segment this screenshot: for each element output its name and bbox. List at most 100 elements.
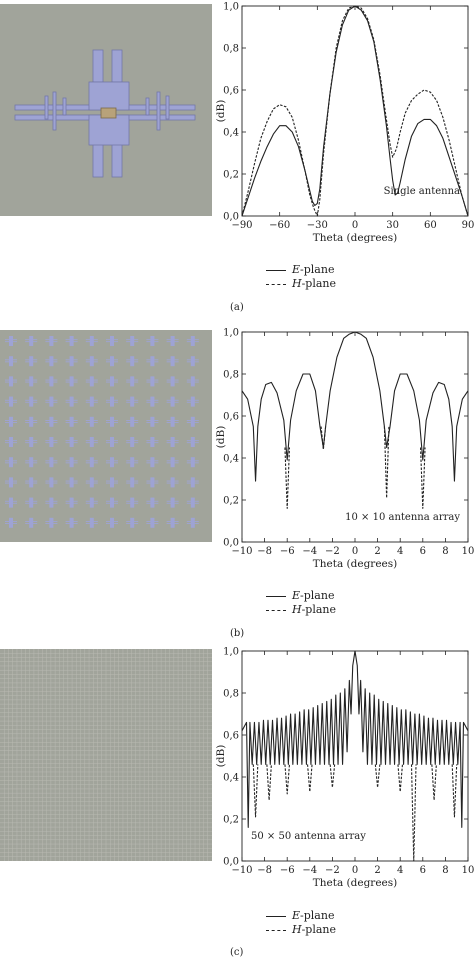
- y-tick-label: 0,0: [223, 857, 239, 868]
- y-axis-label: (dB): [215, 100, 227, 123]
- x-tick-label: 0: [352, 220, 358, 231]
- y-tick-label: 0,6: [223, 731, 239, 742]
- series-h-plane: [241, 5, 469, 217]
- series-h-plane: [284, 426, 426, 509]
- x-tick-label: 10: [462, 865, 474, 876]
- y-tick-label: 0,4: [223, 128, 239, 139]
- legend-h-rest: -plane: [301, 277, 337, 290]
- x-tick-label: −10: [231, 865, 252, 876]
- radiation-pattern-chart-10x10: −10 −8 −6 −4 −2 0 2 4 6 8 10 0,0 0,2 0,4 0,6 0,8 1,0 Thet…: [215, 328, 474, 571]
- series-h-plane: [252, 764, 458, 862]
- legend-h-rest: -plane: [301, 603, 337, 616]
- legend-item-e-plane: E-plane: [266, 909, 336, 923]
- y-tick-label: 0,2: [223, 815, 239, 826]
- array-50x50-layout-image: [0, 649, 212, 861]
- x-tick-label: 6: [420, 865, 426, 876]
- x-tick-label: −10: [231, 546, 252, 557]
- y-tick-label: 0,6: [223, 86, 239, 97]
- x-tick-label: 10: [462, 546, 474, 557]
- legend-item-e-plane: E-plane: [266, 589, 336, 603]
- array-10x10-layout-image: [0, 330, 212, 542]
- solid-line-icon: [266, 595, 286, 597]
- y-tick-label: 1,0: [223, 328, 239, 339]
- x-tick-label: −6: [280, 546, 295, 557]
- x-tick-label: 0: [352, 865, 358, 876]
- legend-h-letter: H: [292, 923, 302, 936]
- x-tick-label: 90: [462, 220, 474, 231]
- y-tick-label: 0,8: [223, 44, 239, 55]
- y-tick-label: 0,6: [223, 412, 239, 423]
- legend-e-letter: E: [292, 589, 301, 602]
- chart-annotation: 10 × 10 antenna array: [345, 512, 460, 523]
- x-tick-label: −60: [269, 220, 290, 231]
- x-tick-label: 4: [397, 546, 403, 557]
- plot-frame: [241, 331, 469, 543]
- solid-line-icon: [266, 915, 286, 917]
- y-tick-label: 1,0: [223, 2, 239, 13]
- legend-c: E-plane H-plane: [266, 909, 336, 937]
- x-tick-label: 8: [442, 546, 448, 557]
- x-tick-label: 0: [352, 546, 358, 557]
- series-e-plane: [241, 650, 469, 828]
- y-tick-label: 0,4: [223, 773, 239, 784]
- dashed-line-icon: [266, 929, 286, 931]
- y-tick-label: 0,0: [223, 538, 239, 549]
- panel-b: −10 −8 −6 −4 −2 0 2 4 6 8 10 0,0 0,2 0,4 0,6 0,8 1,0 Thet…: [0, 326, 474, 644]
- x-tick-label: −2: [325, 546, 340, 557]
- legend-e-rest: -plane: [300, 589, 335, 602]
- radiation-pattern-chart-50x50: −10 −8 −6 −4 −2 0 2 4 6 8 10 0,0 0,2 0,4 0,6 0,8 1,0 Thet…: [215, 647, 474, 890]
- caption-c: (c): [230, 947, 244, 958]
- legend-e-letter: E: [292, 909, 301, 922]
- plot-frame: [241, 650, 469, 862]
- radiation-pattern-chart-single: −90 −60 −30 0 30 60 90 0,0 0,2 0,4 0,6 0,8 1,0 Theta …: [215, 2, 474, 245]
- legend-e-letter: E: [292, 263, 301, 276]
- x-tick-label: −90: [231, 220, 252, 231]
- legend-item-h-plane: H-plane: [266, 277, 336, 291]
- y-tick-label: 0,0: [223, 212, 239, 223]
- legend-item-h-plane: H-plane: [266, 603, 336, 617]
- y-tick-label: 0,8: [223, 689, 239, 700]
- solid-line-icon: [266, 269, 286, 271]
- x-tick-label: −8: [257, 546, 272, 557]
- legend-item-h-plane: H-plane: [266, 923, 336, 937]
- y-axis-label: (dB): [215, 426, 227, 449]
- y-tick-label: 1,0: [223, 647, 239, 658]
- caption-a: (a): [230, 302, 244, 313]
- series-e-plane: [241, 331, 469, 482]
- series-e-plane: [241, 5, 469, 217]
- x-tick-label: −30: [307, 220, 328, 231]
- x-tick-label: 2: [374, 546, 380, 557]
- plot-frame: [241, 5, 469, 217]
- y-tick-label: 0,2: [223, 170, 239, 181]
- x-axis-label: Theta (degrees): [313, 877, 397, 889]
- panel-c: −10 −8 −6 −4 −2 0 2 4 6 8 10 0,0 0,2 0,4 0,6 0,8 1,0 Thet…: [0, 645, 474, 963]
- x-tick-label: 60: [424, 220, 437, 231]
- y-tick-label: 0,8: [223, 370, 239, 381]
- y-tick-label: 0,2: [223, 496, 239, 507]
- legend-item-e-plane: E-plane: [266, 263, 336, 277]
- legend-b: E-plane H-plane: [266, 589, 336, 617]
- x-axis-label: Theta (degrees): [313, 558, 397, 570]
- x-tick-label: 30: [386, 220, 399, 231]
- chart-annotation: Single antenna: [384, 186, 460, 197]
- y-axis-label: (dB): [215, 745, 227, 768]
- legend-e-rest: -plane: [300, 263, 335, 276]
- x-tick-label: −4: [302, 546, 317, 557]
- caption-b: (b): [230, 628, 245, 639]
- legend-h-rest: -plane: [301, 923, 337, 936]
- x-tick-label: −8: [257, 865, 272, 876]
- x-tick-label: 4: [397, 865, 403, 876]
- dashed-line-icon: [266, 609, 286, 611]
- x-axis-label: Theta (degrees): [313, 232, 397, 244]
- legend-e-rest: -plane: [300, 909, 335, 922]
- x-tick-label: −2: [325, 865, 340, 876]
- dashed-line-icon: [266, 283, 286, 285]
- chart-annotation: 50 × 50 antenna array: [251, 831, 366, 842]
- single-antenna-layout-image: [0, 4, 212, 216]
- x-tick-label: −6: [280, 865, 295, 876]
- y-tick-label: 0,4: [223, 454, 239, 465]
- panel-a: −90 −60 −30 0 30 60 90 0,0 0,2 0,4 0,6 0,8 1,0 Theta …: [0, 0, 474, 318]
- x-tick-label: 2: [374, 865, 380, 876]
- x-tick-label: 6: [420, 546, 426, 557]
- legend-h-letter: H: [292, 277, 302, 290]
